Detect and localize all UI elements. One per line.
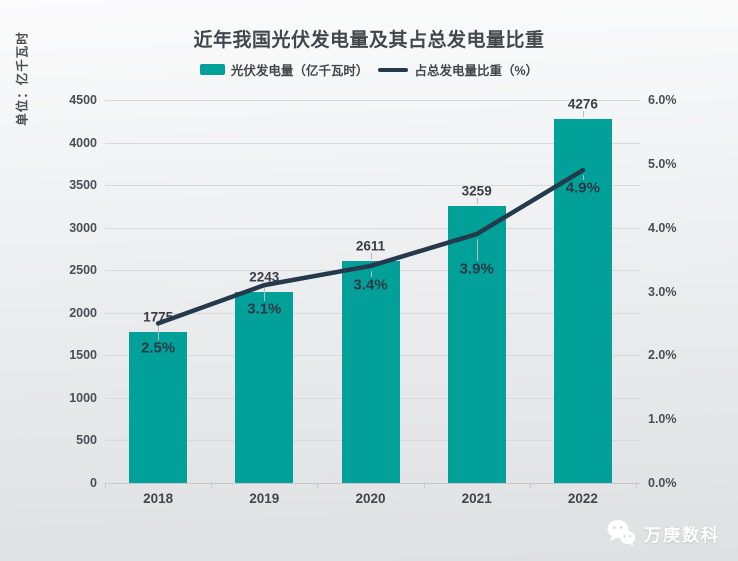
pct-label-connector bbox=[582, 175, 584, 181]
x-axis-category-label: 2020 bbox=[355, 491, 386, 506]
plot-area: 0 500 1000 1500 2000 2500 3000 3500 4000 4500 0.0%… bbox=[69, 93, 676, 506]
x-axis-baseline bbox=[105, 483, 640, 484]
bar-value-connector bbox=[158, 323, 160, 330]
watermark-text: 万庚数科 bbox=[644, 525, 720, 545]
gridline bbox=[105, 185, 640, 187]
legend-item-line-series: 占总发电量比重（%） bbox=[378, 60, 538, 79]
legend: 光伏发电量（亿千瓦时） 占总发电量比重（%） bbox=[0, 60, 738, 79]
left-axis-tick-label: 4500 bbox=[69, 93, 97, 107]
x-axis-category-label: 2022 bbox=[567, 491, 598, 506]
legend-line-series-label: 占总发电量比重（%） bbox=[414, 64, 539, 78]
legend-bar-series-label: 光伏发电量（亿千瓦时） bbox=[230, 64, 369, 78]
line-series-path bbox=[155, 167, 586, 326]
x-axis-tick bbox=[636, 483, 637, 488]
line-point-pct-label: 4.9% bbox=[565, 179, 600, 197]
right-axis-tick-label: 6.0% bbox=[648, 93, 677, 107]
left-axis-tick-label: 4000 bbox=[69, 135, 97, 150]
bar-2020 bbox=[341, 260, 400, 483]
bar-value-label: 2243 bbox=[249, 269, 280, 285]
right-axis-tick-label: 2.0% bbox=[648, 348, 677, 363]
bar-value-label: 4276 bbox=[567, 96, 598, 112]
left-axis-tick-label: 500 bbox=[76, 433, 97, 448]
pct-label-connector bbox=[158, 328, 160, 341]
watermark: 万庚数科 bbox=[606, 519, 720, 547]
line-point-pct-label: 3.1% bbox=[247, 300, 282, 318]
left-axis-tick-label: 1500 bbox=[69, 348, 97, 363]
left-axis-tick-label: 3000 bbox=[69, 220, 97, 235]
right-axis-tick-label: 3.0% bbox=[648, 284, 677, 299]
line-point-pct-label: 3.4% bbox=[353, 276, 388, 294]
x-axis-tick bbox=[211, 483, 213, 488]
x-axis-tick bbox=[105, 483, 106, 488]
x-axis-tick bbox=[423, 483, 425, 488]
line-point-pct-label: 3.9% bbox=[459, 260, 494, 278]
bar-value-connector bbox=[476, 197, 478, 204]
left-axis-tick-label: 1000 bbox=[69, 390, 97, 405]
bar-value-label: 2611 bbox=[355, 238, 386, 254]
gridline bbox=[105, 142, 640, 144]
x-axis-tick bbox=[529, 483, 531, 488]
x-axis-category-label: 2019 bbox=[249, 491, 280, 506]
bar-value-connector bbox=[370, 252, 372, 259]
bar-2018 bbox=[129, 331, 188, 483]
right-axis-tick-label: 1.0% bbox=[648, 412, 677, 427]
left-axis-tick-label: 3500 bbox=[69, 178, 97, 193]
bar-value-label: 3259 bbox=[461, 183, 492, 199]
pct-label-connector bbox=[264, 290, 266, 302]
right-axis-tick-label: 0.0% bbox=[648, 476, 677, 490]
pct-label-connector bbox=[476, 239, 478, 262]
x-axis-category-label: 2021 bbox=[461, 491, 492, 506]
x-axis-category-label: 2018 bbox=[143, 491, 174, 506]
bar-value-connector bbox=[582, 111, 584, 118]
bar-2019 bbox=[235, 292, 294, 483]
left-axis-tick-label: 2000 bbox=[69, 305, 97, 320]
gridline bbox=[105, 100, 640, 101]
legend-item-bar-series: 光伏发电量（亿千瓦时） bbox=[199, 60, 369, 79]
right-axis-tick-label: 5.0% bbox=[648, 156, 677, 171]
wechat-icon bbox=[607, 520, 635, 546]
gridline bbox=[105, 227, 640, 229]
left-axis-tick-label: 2500 bbox=[69, 263, 97, 278]
x-axis-tick bbox=[317, 483, 319, 488]
pct-label-connector bbox=[370, 270, 372, 277]
left-axis-tick-label: 0 bbox=[90, 476, 97, 490]
line-series-swatch-icon bbox=[378, 67, 409, 72]
right-axis-tick-label: 4.0% bbox=[648, 220, 677, 235]
chart-title: 近年我国光伏发电量及其占总发电量比重 bbox=[193, 30, 545, 51]
line-point-pct-label: 2.5% bbox=[140, 339, 176, 357]
bar-series-swatch-icon bbox=[199, 64, 225, 75]
